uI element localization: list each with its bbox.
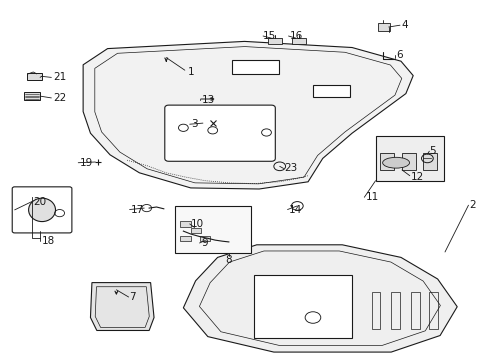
Text: 21: 21 bbox=[53, 72, 66, 82]
Bar bbox=[312, 85, 349, 97]
Bar bbox=[267, 38, 281, 44]
Text: 16: 16 bbox=[289, 31, 302, 41]
Ellipse shape bbox=[382, 157, 409, 168]
Polygon shape bbox=[83, 41, 412, 189]
Bar bbox=[410, 292, 419, 329]
Text: 18: 18 bbox=[41, 236, 55, 246]
Polygon shape bbox=[183, 245, 456, 352]
Text: 23: 23 bbox=[284, 163, 297, 174]
Text: 20: 20 bbox=[33, 197, 46, 207]
Bar bbox=[254, 275, 351, 338]
Text: 4: 4 bbox=[400, 20, 407, 30]
Text: 3: 3 bbox=[190, 119, 197, 129]
Bar bbox=[180, 221, 190, 227]
Text: 12: 12 bbox=[410, 172, 423, 182]
Bar bbox=[401, 153, 415, 170]
Bar bbox=[27, 73, 41, 80]
Bar bbox=[199, 236, 210, 241]
Text: 14: 14 bbox=[288, 204, 301, 215]
Bar bbox=[190, 228, 201, 233]
Polygon shape bbox=[90, 283, 154, 330]
Text: 2: 2 bbox=[468, 200, 475, 210]
Bar bbox=[390, 292, 399, 329]
Bar bbox=[428, 292, 437, 329]
Bar bbox=[24, 92, 40, 100]
Text: 7: 7 bbox=[129, 292, 136, 302]
Bar bbox=[380, 153, 393, 170]
Text: 22: 22 bbox=[53, 93, 66, 103]
Text: 19: 19 bbox=[80, 158, 93, 168]
Bar bbox=[375, 136, 443, 181]
Text: 5: 5 bbox=[428, 146, 435, 156]
Text: 8: 8 bbox=[225, 255, 232, 265]
Text: 15: 15 bbox=[263, 31, 276, 41]
Bar bbox=[422, 153, 436, 170]
FancyBboxPatch shape bbox=[12, 187, 72, 233]
Bar bbox=[232, 60, 278, 74]
Text: 17: 17 bbox=[131, 204, 144, 215]
Text: 9: 9 bbox=[201, 238, 208, 248]
Text: 13: 13 bbox=[201, 95, 214, 105]
Text: 1: 1 bbox=[188, 67, 195, 77]
Text: 11: 11 bbox=[365, 192, 378, 202]
Ellipse shape bbox=[28, 198, 55, 221]
Text: 10: 10 bbox=[190, 219, 203, 229]
FancyBboxPatch shape bbox=[164, 105, 275, 161]
Bar bbox=[180, 236, 190, 241]
Bar bbox=[371, 292, 380, 329]
Text: 6: 6 bbox=[395, 50, 402, 60]
Bar bbox=[175, 206, 250, 253]
Bar bbox=[292, 38, 305, 44]
Bar bbox=[377, 23, 389, 31]
